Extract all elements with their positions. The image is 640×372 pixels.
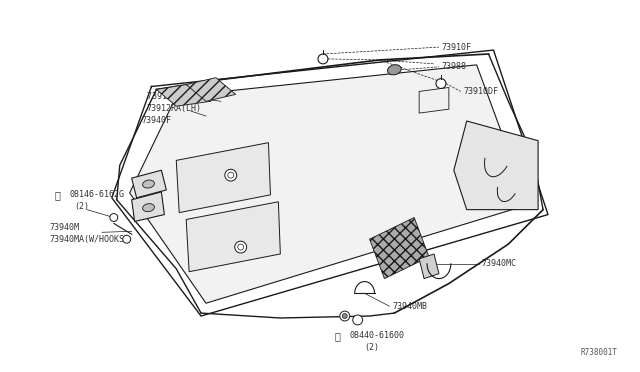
Text: 73912RA(LH): 73912RA(LH) — [147, 104, 202, 113]
Polygon shape — [454, 121, 538, 210]
Polygon shape — [156, 84, 211, 106]
Polygon shape — [419, 254, 439, 279]
Circle shape — [436, 78, 446, 89]
Polygon shape — [419, 87, 449, 113]
Text: R738001T: R738001T — [580, 349, 618, 357]
Circle shape — [353, 315, 363, 325]
Text: 08146-6162G: 08146-6162G — [69, 190, 124, 199]
Circle shape — [225, 169, 237, 181]
Circle shape — [318, 54, 328, 64]
Text: 73910F: 73910F — [442, 43, 472, 52]
Ellipse shape — [143, 180, 154, 188]
Circle shape — [235, 241, 246, 253]
Text: (2): (2) — [74, 202, 89, 211]
Text: 73910DF: 73910DF — [464, 87, 499, 96]
Circle shape — [340, 311, 349, 321]
Text: 73940M: 73940M — [49, 223, 79, 232]
Text: 73988: 73988 — [442, 62, 467, 71]
Circle shape — [228, 172, 234, 178]
Text: (2): (2) — [365, 343, 380, 352]
Text: 73912R (RH): 73912R (RH) — [147, 92, 202, 101]
Text: 08440-61600: 08440-61600 — [349, 331, 404, 340]
Polygon shape — [130, 65, 528, 303]
Circle shape — [342, 314, 348, 318]
Text: Ⓢ: Ⓢ — [54, 190, 60, 200]
Polygon shape — [132, 192, 164, 221]
Circle shape — [110, 214, 118, 221]
Ellipse shape — [143, 203, 154, 212]
Text: Ⓢ: Ⓢ — [335, 331, 340, 341]
Circle shape — [123, 235, 131, 243]
Text: 73940F: 73940F — [141, 116, 172, 125]
Text: 73940MA(W/HOOKS): 73940MA(W/HOOKS) — [49, 235, 129, 244]
Polygon shape — [132, 170, 166, 198]
Text: 739B0: 739B0 — [511, 195, 536, 204]
Polygon shape — [176, 142, 271, 212]
Text: 73940MB: 73940MB — [392, 302, 428, 311]
Text: 73940MC: 73940MC — [481, 259, 516, 268]
Polygon shape — [186, 78, 236, 101]
Ellipse shape — [388, 65, 401, 75]
Circle shape — [237, 244, 244, 250]
Polygon shape — [369, 218, 429, 279]
Polygon shape — [186, 202, 280, 272]
